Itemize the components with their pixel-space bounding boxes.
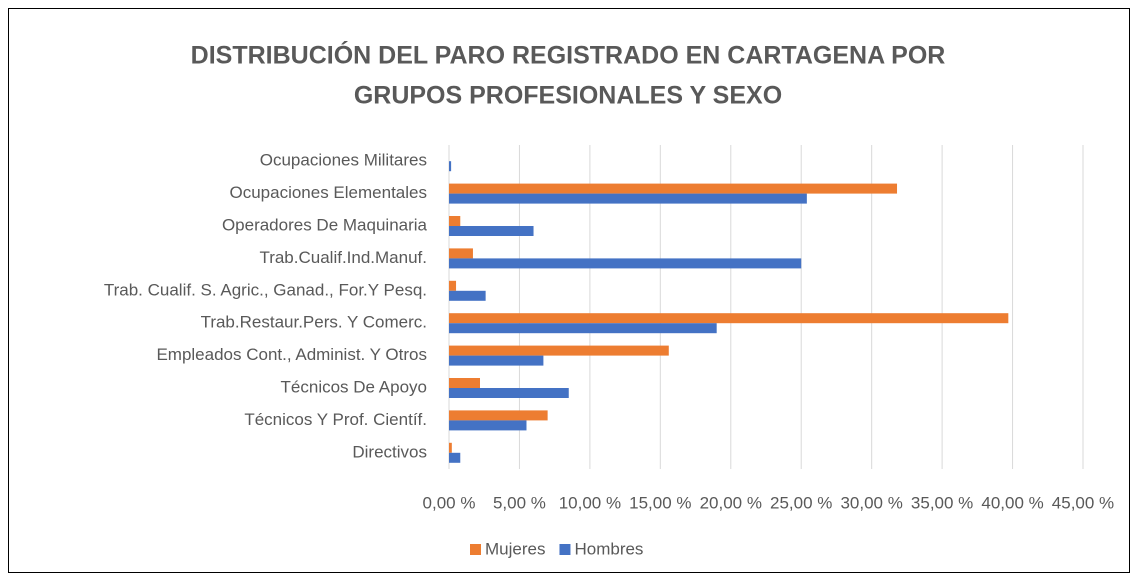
bar: [449, 226, 534, 236]
y-tick-label: Técnicos Y Prof. Científ.: [244, 410, 427, 429]
y-tick-label: Empleados Cont., Administ. Y Otros: [156, 345, 427, 364]
bar: [449, 258, 802, 269]
y-tick-label: Operadores De Maquinaria: [222, 215, 428, 234]
x-tick-label: 25,00 %: [770, 493, 832, 512]
bar: [449, 313, 1009, 324]
y-tick-label: Técnicos De Apoyo: [281, 377, 427, 396]
y-tick-label: Ocupaciones Militares: [260, 151, 427, 170]
chart-title: GRUPOS PROFESIONALES Y SEXO: [354, 82, 782, 110]
x-tick-label: 15,00 %: [629, 493, 691, 512]
x-tick-label: 5,00 %: [493, 493, 546, 512]
y-tick-label: Trab.Restaur.Pers. Y Comerc.: [201, 313, 427, 332]
bar: [449, 290, 486, 301]
x-tick-label: 40,00 %: [981, 493, 1043, 512]
bar: [449, 248, 473, 259]
chart-border: [8, 8, 1130, 573]
bar: [449, 378, 480, 388]
bar: [449, 161, 452, 172]
legend-swatch: [559, 544, 571, 555]
legend-swatch: [470, 544, 481, 555]
bar: [449, 345, 669, 356]
bar: [449, 410, 548, 421]
bar: [449, 452, 461, 463]
x-tick-label: 20,00 %: [700, 493, 762, 512]
y-tick-label: Trab. Cualif. S. Agric., Ganad., For.Y P…: [104, 280, 427, 299]
bar: [449, 442, 452, 453]
bar: [449, 216, 461, 226]
bar: [449, 183, 898, 194]
x-tick-label: 30,00 %: [840, 493, 902, 512]
y-tick-label: Ocupaciones Elementales: [229, 183, 427, 202]
x-tick-label: 45,00 %: [1052, 493, 1114, 512]
x-tick-label: 35,00 %: [911, 493, 973, 512]
y-tick-label: Trab.Cualif.Ind.Manuf.: [259, 248, 427, 267]
x-tick-label: 0,00 %: [423, 493, 476, 512]
bar: [449, 280, 457, 291]
bar: [449, 323, 717, 334]
bar: [449, 420, 527, 431]
y-tick-label: Directivos: [352, 442, 427, 461]
bar: [449, 355, 544, 366]
legend-label: Mujeres: [485, 539, 545, 558]
x-tick-label: 10,00 %: [559, 493, 621, 512]
bar: [449, 388, 569, 398]
legend-label: Hombres: [574, 539, 643, 558]
bar: [449, 193, 807, 204]
chart-title: DISTRIBUCIÓN DEL PARO REGISTRADO EN CART…: [191, 40, 946, 70]
